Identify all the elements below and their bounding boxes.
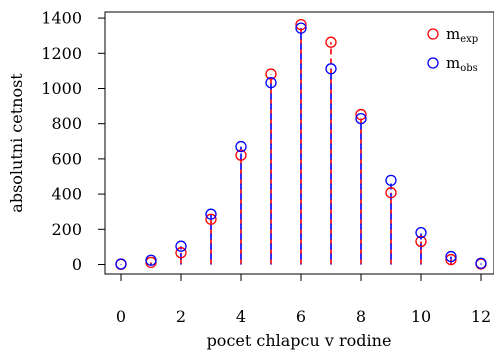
point-exp <box>265 68 277 80</box>
y-tick-label: 200 <box>51 220 82 239</box>
y-tick-label: 1000 <box>41 79 82 98</box>
point-exp <box>205 213 217 225</box>
legend-marker-obs <box>427 57 439 69</box>
legend: mexp mobs <box>427 25 478 74</box>
y-tick-label: 600 <box>51 149 82 168</box>
x-tick-label: 4 <box>236 307 246 326</box>
y-tick-label: 400 <box>51 185 82 204</box>
y-axis-title: absolutni cetnost <box>7 73 26 213</box>
point-exp <box>385 187 397 199</box>
markers-group <box>115 18 487 270</box>
y-tick-label: 1200 <box>41 44 82 63</box>
point-obs <box>265 77 277 89</box>
point-obs <box>385 174 397 187</box>
point-obs <box>115 258 127 270</box>
x-tick-label: 10 <box>411 307 431 326</box>
x-tick-label: 2 <box>176 307 186 326</box>
x-tick-label: 0 <box>116 307 126 326</box>
point-obs <box>145 254 157 266</box>
point-exp <box>355 108 367 121</box>
point-exp <box>175 247 187 259</box>
point-obs <box>175 240 187 252</box>
x-tick-label: 6 <box>296 307 306 326</box>
point-obs <box>415 226 427 239</box>
point-obs <box>235 140 247 153</box>
point-obs <box>475 257 487 269</box>
point-obs <box>355 112 367 125</box>
stems-group <box>120 24 482 265</box>
legend-marker-exp <box>427 28 439 40</box>
plot-frame <box>104 11 494 275</box>
legend-label-obs: mobs <box>446 54 478 74</box>
point-obs <box>295 22 307 34</box>
x-tick-label: 8 <box>356 307 366 326</box>
legend-label-exp: mexp <box>446 25 478 45</box>
x-tick-label: 12 <box>471 307 491 326</box>
point-exp <box>235 149 247 161</box>
point-exp <box>325 36 337 48</box>
point-exp <box>445 253 457 266</box>
y-tick-label: 1400 <box>41 9 82 28</box>
point-exp <box>295 18 307 31</box>
y-tick-label: 800 <box>51 114 82 133</box>
point-obs <box>205 208 217 220</box>
x-axis-title: pocet chlapcu v rodine <box>207 331 392 350</box>
point-obs <box>325 63 337 75</box>
y-tick-label: 0 <box>72 255 82 274</box>
y-axis: 0 200 400 600 800 1000 1200 1400 <box>41 9 105 274</box>
point-exp <box>415 235 427 248</box>
x-axis: 0 2 4 6 8 10 12 <box>116 274 491 326</box>
point-obs <box>445 250 457 263</box>
